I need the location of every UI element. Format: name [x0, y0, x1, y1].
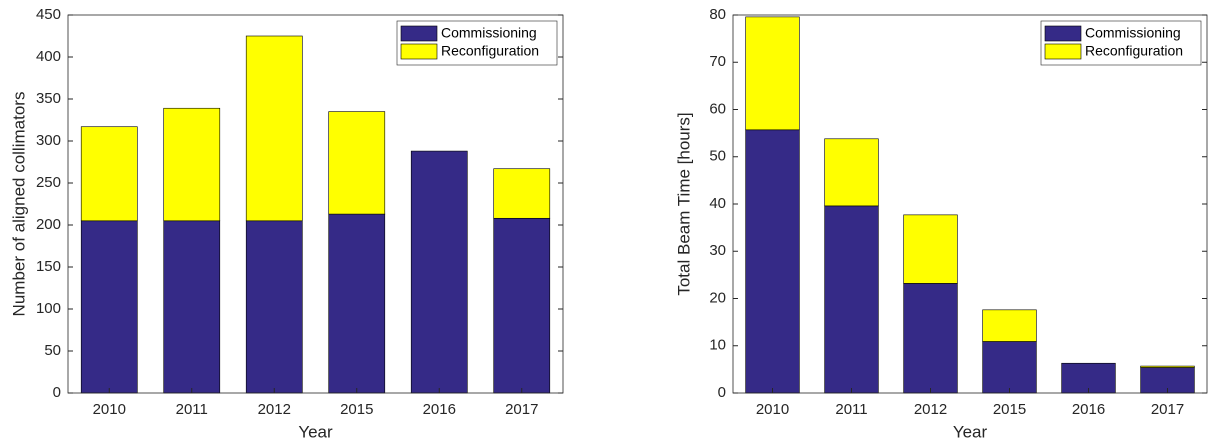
legend-label: Commissioning	[441, 25, 537, 41]
bar-segment	[903, 283, 958, 394]
bar-segment	[982, 309, 1037, 342]
legend-swatch	[400, 43, 438, 60]
x-tick-label: 2012	[258, 401, 291, 418]
y-tick-label: 100	[36, 300, 61, 317]
x-tick-label: 2017	[1151, 401, 1184, 418]
bar-segment	[80, 220, 138, 394]
y-tick-label: 250	[36, 174, 61, 191]
x-axis-label: Year	[953, 422, 988, 441]
bar-segment	[163, 107, 221, 222]
bar-segment	[903, 214, 958, 284]
y-tick-label: 30	[709, 242, 726, 259]
y-tick-label: 10	[709, 337, 726, 354]
y-tick-label: 300	[36, 132, 61, 149]
bar-segment	[245, 220, 303, 394]
y-tick-label: 0	[718, 384, 726, 401]
y-tick-label: 50	[709, 148, 726, 165]
x-tick-label: 2015	[993, 401, 1026, 418]
bar-segment	[328, 111, 386, 215]
axes-box	[67, 14, 564, 394]
axes-box	[732, 14, 1208, 394]
x-tick-label: 2015	[340, 401, 373, 418]
x-tick-label: 2010	[93, 401, 126, 418]
bar-segment	[824, 138, 879, 207]
y-tick-label: 0	[53, 384, 61, 401]
y-tick-label: 350	[36, 90, 61, 107]
bar-segment	[493, 217, 551, 394]
bar-segment	[163, 220, 221, 394]
legend-label: Commissioning	[1085, 25, 1181, 41]
bar-segment	[745, 129, 800, 394]
y-tick-label: 70	[709, 53, 726, 70]
x-tick-label: 2010	[756, 401, 789, 418]
x-tick-label: 2016	[423, 401, 456, 418]
legend-label: Reconfiguration	[1085, 43, 1183, 59]
bar-segment	[410, 150, 468, 394]
x-tick-label: 2016	[1072, 401, 1105, 418]
y-tick-label: 150	[36, 258, 61, 275]
y-tick-label: 60	[709, 100, 726, 117]
legend-swatch	[1044, 25, 1082, 42]
y-tick-label: 80	[709, 6, 726, 23]
bar-segment	[1140, 365, 1195, 368]
y-tick-label: 400	[36, 48, 61, 65]
y-tick-label: 200	[36, 216, 61, 233]
x-tick-label: 2017	[505, 401, 538, 418]
y-axis-label: Total Beam Time [hours]	[674, 112, 693, 295]
bar-segment	[982, 341, 1037, 394]
bar-segment	[328, 213, 386, 394]
legend-swatch	[1044, 43, 1082, 60]
y-tick-label: 50	[44, 342, 61, 359]
y-tick-label: 450	[36, 6, 61, 23]
y-tick-label: 40	[709, 195, 726, 212]
y-axis-label: Number of aligned collimators	[9, 92, 28, 317]
x-tick-label: 2011	[176, 401, 208, 418]
x-tick-label: 2012	[914, 401, 947, 418]
legend-label: Reconfiguration	[441, 43, 539, 59]
bar-segment	[493, 168, 551, 219]
bar-segment	[245, 35, 303, 222]
bar-segment	[824, 205, 879, 394]
bar-segment	[745, 16, 800, 131]
x-axis-label: Year	[298, 422, 333, 441]
bar-segment	[80, 126, 138, 222]
x-tick-label: 2011	[835, 401, 867, 418]
legend-swatch	[400, 25, 438, 42]
y-tick-label: 20	[709, 289, 726, 306]
